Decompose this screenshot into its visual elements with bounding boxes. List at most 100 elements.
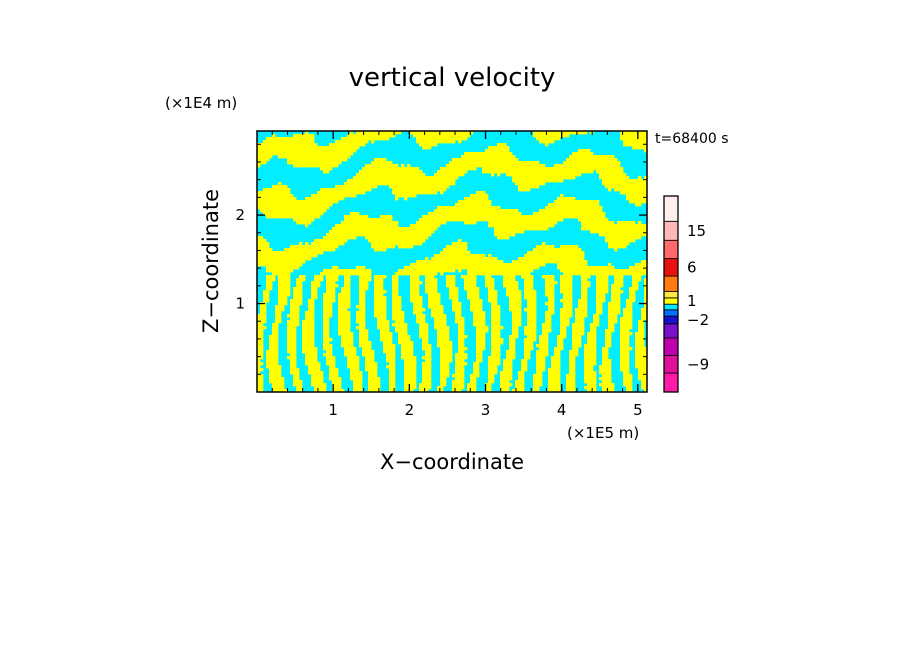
field-cell-positive <box>284 137 288 141</box>
field-cell-positive <box>428 293 432 297</box>
field-cell-positive <box>614 158 618 162</box>
field-cell-positive <box>284 293 288 297</box>
field-cell-positive <box>497 308 501 312</box>
field-cell-positive <box>341 233 345 237</box>
field-cell-positive <box>530 227 534 231</box>
field-cell-positive <box>506 161 510 165</box>
field-cell-positive <box>491 263 495 267</box>
field-cell-positive <box>308 350 312 354</box>
field-cell-positive <box>257 245 261 249</box>
field-cell-positive <box>638 200 642 204</box>
field-cell-positive <box>524 167 528 171</box>
field-cell-positive <box>443 218 447 222</box>
field-cell-positive <box>260 341 264 345</box>
field-cell-positive <box>308 212 312 216</box>
field-cell-positive <box>278 182 282 186</box>
field-cell-positive <box>344 158 348 162</box>
field-cell-positive <box>473 299 477 303</box>
field-cell-positive <box>518 161 522 165</box>
field-cell-positive <box>332 299 336 303</box>
field-cell-positive <box>572 260 576 264</box>
field-cell-positive <box>638 197 642 201</box>
field-cell-positive <box>557 164 561 168</box>
field-cell-positive <box>371 350 375 354</box>
field-cell-positive <box>413 227 417 231</box>
field-cell-positive <box>332 248 336 252</box>
field-cell-positive <box>413 305 417 309</box>
field-cell-positive <box>449 269 453 273</box>
field-cell-positive <box>416 242 420 246</box>
field-cell-positive <box>305 158 309 162</box>
field-cell-positive <box>473 266 477 270</box>
field-cell-positive <box>263 191 267 195</box>
field-cell-positive <box>374 290 378 294</box>
field-cell-positive <box>644 272 647 276</box>
field-cell-positive <box>437 269 441 273</box>
field-cell-positive <box>269 209 273 213</box>
field-cell-positive <box>281 308 285 312</box>
field-cell-positive <box>578 308 582 312</box>
field-cell-positive <box>413 311 417 315</box>
field-cell-positive <box>347 311 351 315</box>
field-cell-positive <box>260 236 264 240</box>
field-cell-positive <box>578 167 582 171</box>
field-cell-positive <box>575 347 579 351</box>
field-cell-positive <box>533 317 537 321</box>
field-cell-positive <box>605 224 609 228</box>
field-cell-positive <box>380 179 384 183</box>
field-cell-positive <box>434 179 438 183</box>
field-cell-positive <box>347 152 351 156</box>
field-cell-positive <box>452 215 456 219</box>
field-cell-positive <box>563 206 567 210</box>
field-cell-positive <box>425 290 429 294</box>
field-cell-positive <box>443 206 447 210</box>
field-cell-positive <box>500 233 504 237</box>
field-cell-positive <box>518 212 522 216</box>
field-cell-positive <box>443 323 447 327</box>
field-cell-positive <box>404 242 408 246</box>
field-cell-positive <box>482 194 486 198</box>
field-cell-positive <box>623 143 627 147</box>
field-cell-positive <box>530 317 534 321</box>
field-cell-positive <box>569 275 573 279</box>
field-cell-positive <box>614 236 618 240</box>
field-cell-positive <box>488 260 492 264</box>
field-cell-positive <box>587 224 591 228</box>
field-cell-positive <box>500 341 504 345</box>
field-cell-positive <box>320 251 324 255</box>
field-cell-positive <box>317 155 321 159</box>
field-cell-positive <box>479 191 483 195</box>
field-cell-positive <box>326 248 330 252</box>
field-cell-positive <box>581 305 585 309</box>
field-cell-positive <box>263 209 267 213</box>
field-cell-positive <box>623 269 627 273</box>
field-cell-positive <box>533 314 537 318</box>
field-cell-positive <box>521 182 525 186</box>
field-cell-positive <box>572 200 576 204</box>
field-cell-positive <box>503 158 507 162</box>
field-cell-positive <box>482 314 486 318</box>
field-cell-positive <box>404 179 408 183</box>
field-cell-positive <box>407 266 411 270</box>
field-cell-positive <box>401 320 405 324</box>
field-cell-positive <box>272 185 276 189</box>
field-cell-positive <box>413 236 417 240</box>
field-cell-positive <box>383 218 387 222</box>
field-cell-positive <box>641 260 645 264</box>
field-cell-positive <box>395 326 399 330</box>
field-cell-positive <box>611 320 615 324</box>
field-cell-positive <box>299 257 303 261</box>
field-cell-positive <box>530 308 534 312</box>
field-cell-positive <box>524 173 528 177</box>
field-cell-positive <box>461 155 465 159</box>
field-cell-positive <box>338 269 342 273</box>
field-cell-positive <box>353 134 357 138</box>
field-cell-positive <box>275 344 279 348</box>
field-cell-positive <box>371 236 375 240</box>
field-cell-positive <box>383 248 387 252</box>
field-cell-positive <box>563 209 567 213</box>
field-cell-positive <box>302 260 306 264</box>
field-cell-positive <box>611 179 615 183</box>
field-cell-positive <box>473 221 477 225</box>
field-cell-positive <box>584 215 588 219</box>
